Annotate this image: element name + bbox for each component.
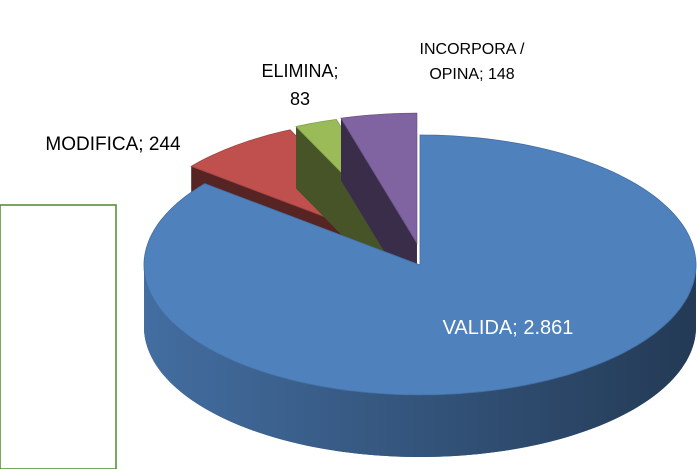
data-label: INCORPORA / OPINA; 148 — [420, 41, 525, 83]
slice-top — [143, 134, 697, 396]
slice — [143, 134, 697, 457]
data-label: ELIMINA; 83 — [261, 61, 338, 109]
pie — [143, 112, 697, 457]
data-label: MODIFICA; 244 — [45, 134, 181, 155]
slice-top — [340, 112, 418, 245]
slice-side-shade — [144, 265, 696, 457]
text-box — [0, 204, 117, 469]
data-label: VALIDA; 2.861 — [443, 317, 574, 339]
